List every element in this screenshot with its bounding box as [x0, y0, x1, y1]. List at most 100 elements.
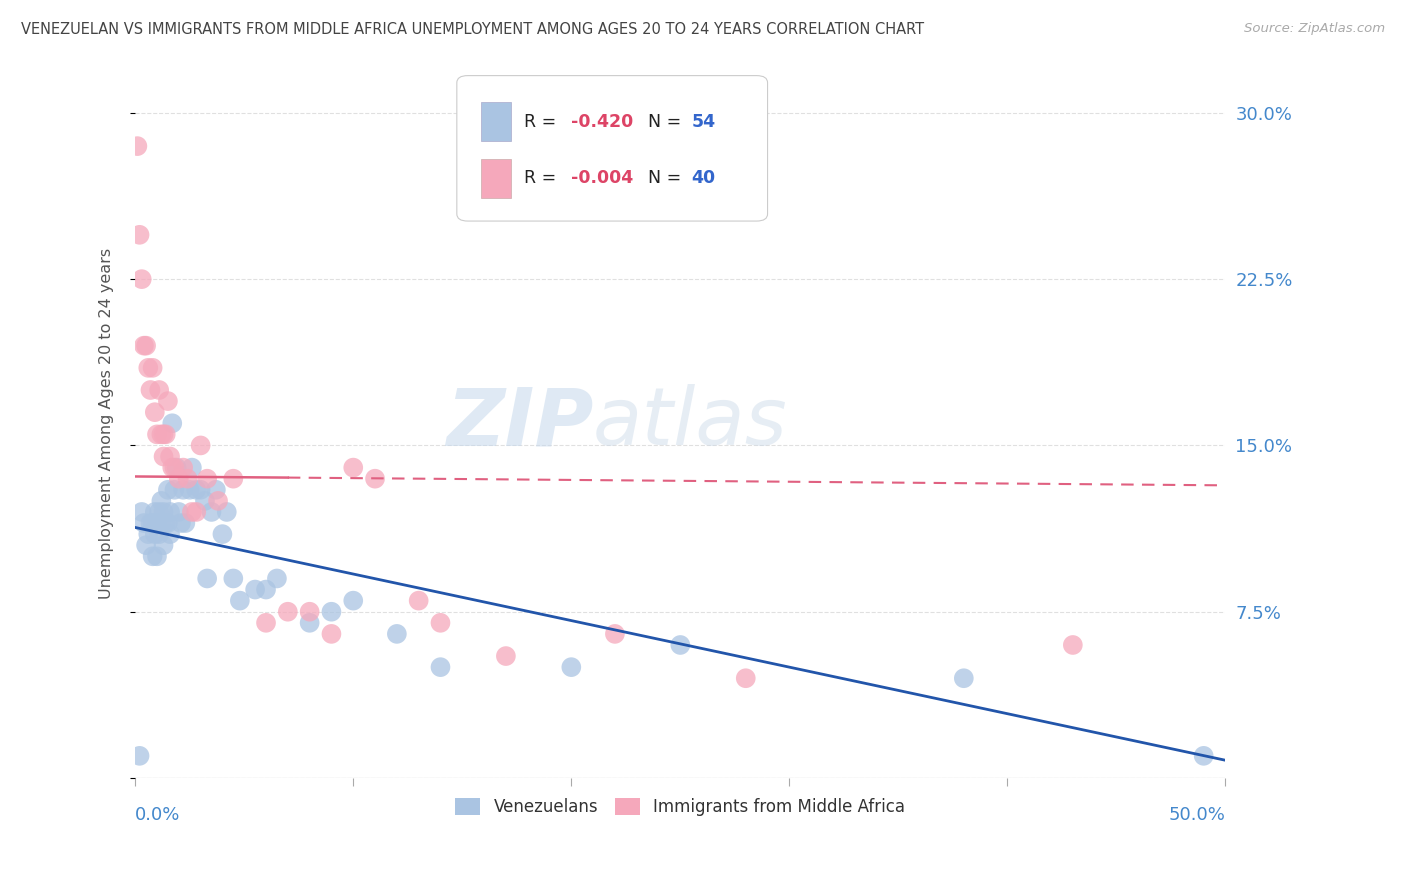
FancyBboxPatch shape [457, 76, 768, 221]
Point [385, 627, 408, 641]
Point [159, 527, 181, 541]
Point [180, 460, 202, 475]
Point [495, 648, 517, 663]
Text: Source: ZipAtlas.com: Source: ZipAtlas.com [1244, 22, 1385, 36]
Point [156, 483, 179, 497]
Point [155, 516, 177, 530]
Point [146, 516, 169, 530]
Point [128, 748, 150, 763]
Point [148, 505, 170, 519]
Point [298, 605, 321, 619]
Point [429, 660, 451, 674]
Point [142, 549, 165, 564]
Point [342, 593, 364, 607]
FancyBboxPatch shape [481, 103, 512, 141]
Point [162, 460, 184, 475]
Text: 0.0%: 0.0% [135, 806, 180, 824]
Point [135, 538, 157, 552]
Point [152, 450, 174, 464]
Point [155, 427, 177, 442]
Point [159, 505, 181, 519]
Point [180, 505, 202, 519]
Point [128, 227, 150, 242]
Point [132, 339, 155, 353]
Point [207, 494, 229, 508]
Point [190, 438, 212, 452]
Point [136, 360, 159, 375]
Point [174, 516, 197, 530]
Point [139, 383, 162, 397]
Point [152, 538, 174, 552]
Point [200, 505, 222, 519]
Point [179, 483, 201, 497]
Point [1062, 638, 1084, 652]
Point [163, 483, 186, 497]
Point [167, 472, 190, 486]
Point [172, 483, 194, 497]
Point [186, 505, 208, 519]
Point [176, 472, 198, 486]
Point [603, 627, 626, 641]
Point [167, 505, 190, 519]
Text: N =: N = [648, 112, 686, 131]
Text: atlas: atlas [593, 384, 787, 462]
Text: -0.420: -0.420 [571, 112, 634, 131]
Point [170, 516, 193, 530]
Text: -0.004: -0.004 [571, 169, 634, 187]
Point [429, 615, 451, 630]
Point [146, 427, 169, 442]
Point [131, 272, 153, 286]
Point [127, 139, 149, 153]
Point [152, 505, 174, 519]
Point [342, 460, 364, 475]
Point [136, 527, 159, 541]
Point [266, 572, 288, 586]
Point [143, 405, 166, 419]
Point [143, 527, 166, 541]
Point [148, 527, 170, 541]
Point [408, 593, 430, 607]
Point [132, 516, 155, 530]
Point [163, 460, 186, 475]
Point [222, 572, 245, 586]
Point [195, 572, 218, 586]
Point [734, 671, 756, 685]
Point [205, 483, 228, 497]
Point [156, 516, 179, 530]
Text: 54: 54 [692, 112, 716, 131]
Point [135, 339, 157, 353]
Point [277, 605, 299, 619]
Text: 50.0%: 50.0% [1168, 806, 1226, 824]
Point [148, 383, 170, 397]
Point [222, 472, 245, 486]
Point [254, 615, 277, 630]
Point [364, 472, 387, 486]
Point [152, 427, 174, 442]
Point [186, 483, 208, 497]
Point [1192, 748, 1215, 763]
Text: R =: R = [524, 112, 562, 131]
Point [162, 417, 184, 431]
Point [142, 360, 165, 375]
Point [131, 505, 153, 519]
Point [150, 516, 173, 530]
Point [243, 582, 266, 597]
Point [953, 671, 976, 685]
Point [150, 427, 173, 442]
Text: VENEZUELAN VS IMMIGRANTS FROM MIDDLE AFRICA UNEMPLOYMENT AMONG AGES 20 TO 24 YEA: VENEZUELAN VS IMMIGRANTS FROM MIDDLE AFR… [21, 22, 924, 37]
Point [156, 394, 179, 409]
Text: R =: R = [524, 169, 562, 187]
Point [229, 593, 252, 607]
Point [150, 494, 173, 508]
Point [298, 615, 321, 630]
Point [194, 494, 217, 508]
Point [139, 516, 162, 530]
Point [560, 660, 582, 674]
Point [254, 582, 277, 597]
Text: N =: N = [648, 169, 686, 187]
Text: ZIP: ZIP [446, 384, 593, 462]
Point [321, 627, 343, 641]
Point [146, 549, 169, 564]
Point [143, 505, 166, 519]
Point [321, 605, 343, 619]
